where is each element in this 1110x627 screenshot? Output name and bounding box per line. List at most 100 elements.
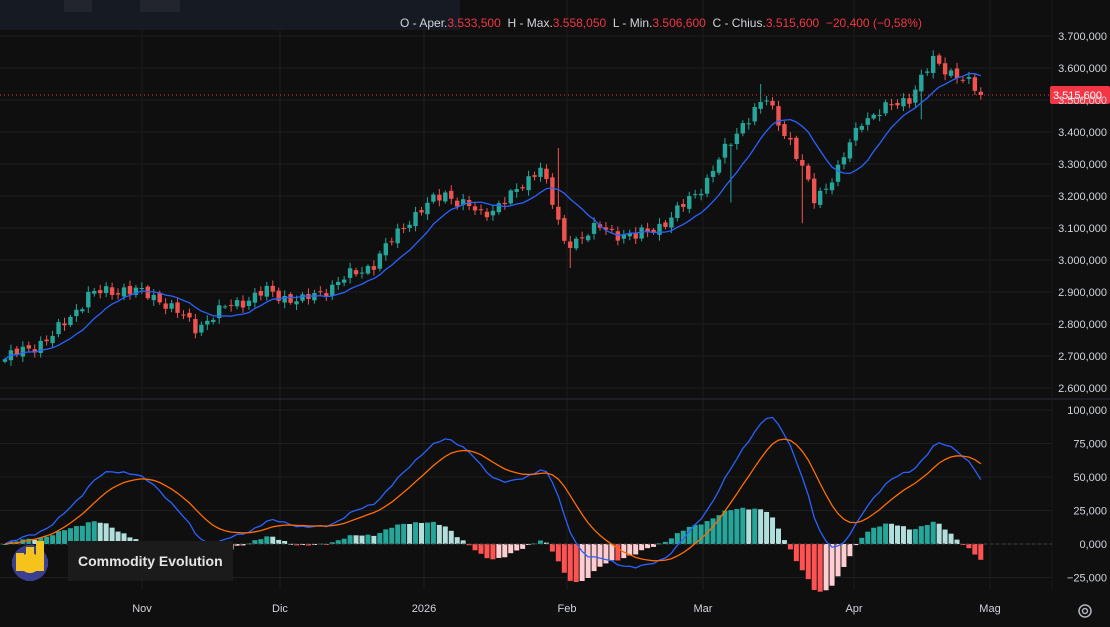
candle-body <box>752 107 757 122</box>
candle-body <box>228 305 234 307</box>
macd-histogram-bar <box>103 523 109 544</box>
macd-histogram-bar <box>109 527 115 544</box>
price-axis-tick-label: 3.700,000 <box>1058 31 1107 43</box>
macd-histogram-bar <box>770 517 776 544</box>
candle-body <box>829 182 835 191</box>
macd-histogram-bar <box>895 525 900 544</box>
macd-histogram-bar <box>776 528 781 544</box>
macd-histogram-bar <box>466 544 472 546</box>
time-axis-tick-label: 2026 <box>412 603 436 615</box>
macd-histogram-bar <box>294 544 300 546</box>
macd-histogram-bar <box>448 530 454 544</box>
candle-body <box>627 233 632 237</box>
macd-histogram-bar <box>26 538 32 544</box>
macd-histogram-bar <box>877 526 883 544</box>
candle-body <box>86 291 91 308</box>
candle-body <box>222 306 228 308</box>
macd-histogram-bar <box>948 533 954 544</box>
candle-body <box>734 133 740 145</box>
candle-body <box>383 243 388 256</box>
macd-histogram-bar <box>395 524 401 544</box>
candle-body <box>252 292 258 303</box>
time-axis-tick-label: Feb <box>558 603 577 615</box>
macd-histogram-bar <box>627 544 633 556</box>
candle-body <box>26 345 31 349</box>
price-axis-tick-label: 3.100,000 <box>1058 223 1107 235</box>
macd-histogram-bar <box>514 544 520 551</box>
candle-body <box>687 196 692 209</box>
candle-body <box>449 190 454 199</box>
ohlc-readout: O - Aper.3.533,500 H - Max.3.558,050 L -… <box>400 16 922 30</box>
macd-histogram-bar <box>966 544 972 549</box>
macd-histogram-bar <box>972 544 978 555</box>
macd-histogram-bar <box>436 524 442 544</box>
candle-body <box>359 272 365 274</box>
candle-body <box>574 238 579 249</box>
macd-histogram-bar <box>889 523 895 544</box>
macd-histogram-bar <box>883 523 889 544</box>
macd-histogram-bar <box>62 530 67 544</box>
candle-body <box>437 194 442 201</box>
macd-axis-tick-label: 100,000 <box>1067 405 1107 417</box>
candle-body <box>472 206 478 211</box>
macd-histogram-bar <box>615 544 621 561</box>
macd-histogram-bar <box>764 511 770 544</box>
macd-histogram-bar <box>603 544 609 564</box>
settings-gear-icon[interactable] <box>1076 602 1094 620</box>
macd-histogram-bar <box>734 509 740 544</box>
candle-body <box>92 291 97 294</box>
time-axis-tick-label: Mar <box>694 603 713 615</box>
macd-histogram-bar <box>413 522 419 544</box>
macd-histogram-bar <box>115 531 121 544</box>
low-value: 3.506,600 <box>652 16 706 30</box>
toolbar-strip <box>0 0 460 30</box>
macd-histogram-bar <box>341 538 347 544</box>
candle-body <box>550 177 555 205</box>
macd-histogram-bar <box>710 518 716 544</box>
macd-histogram-bar <box>383 529 389 544</box>
close-value: 3.515,600 <box>765 16 820 30</box>
candle-body <box>716 159 722 173</box>
macd-histogram-bar <box>234 544 240 546</box>
candle-body <box>704 177 710 194</box>
candle-body <box>812 178 817 204</box>
macd-histogram-bar <box>359 535 365 544</box>
low-label: L - Min. <box>612 16 653 30</box>
candle-body <box>365 265 371 274</box>
candle-body <box>633 232 638 239</box>
macd-histogram-bar <box>371 535 377 544</box>
macd-histogram-bar <box>353 535 359 544</box>
candle-body <box>341 279 347 283</box>
macd-histogram-bar <box>918 526 924 544</box>
macd-histogram-bar <box>407 524 413 544</box>
candle-body <box>895 102 900 106</box>
macd-axis-tick-label: 50,000 <box>1073 472 1107 484</box>
close-label: C - Chius. <box>712 16 766 30</box>
macd-histogram-bar <box>38 537 44 544</box>
macd-histogram-bar <box>865 531 871 544</box>
candle-body <box>817 190 823 205</box>
time-axis-tick-label: Dic <box>272 603 288 615</box>
macd-histogram-bar <box>799 544 805 571</box>
macd-histogram-bar <box>561 544 567 573</box>
macd-histogram-bar <box>651 544 657 547</box>
candle-body <box>288 294 293 303</box>
candle-body <box>978 91 983 96</box>
candle-body <box>972 77 978 91</box>
candle-body <box>56 322 61 335</box>
candle-body <box>419 210 424 213</box>
candle-body <box>859 126 864 130</box>
watermark: Commodity Evolution <box>0 537 235 585</box>
macd-histogram-bar <box>44 536 50 544</box>
candle-body <box>591 223 597 234</box>
macd-histogram-bar <box>597 544 603 567</box>
open-value: 3.533,500 <box>447 16 501 30</box>
candle-body <box>157 293 162 303</box>
candle-body <box>585 235 591 241</box>
macd-histogram-bar <box>97 522 103 544</box>
candle-body <box>710 171 716 177</box>
candle-body <box>121 287 127 297</box>
candle-body <box>145 286 150 299</box>
candle-body <box>211 319 216 323</box>
